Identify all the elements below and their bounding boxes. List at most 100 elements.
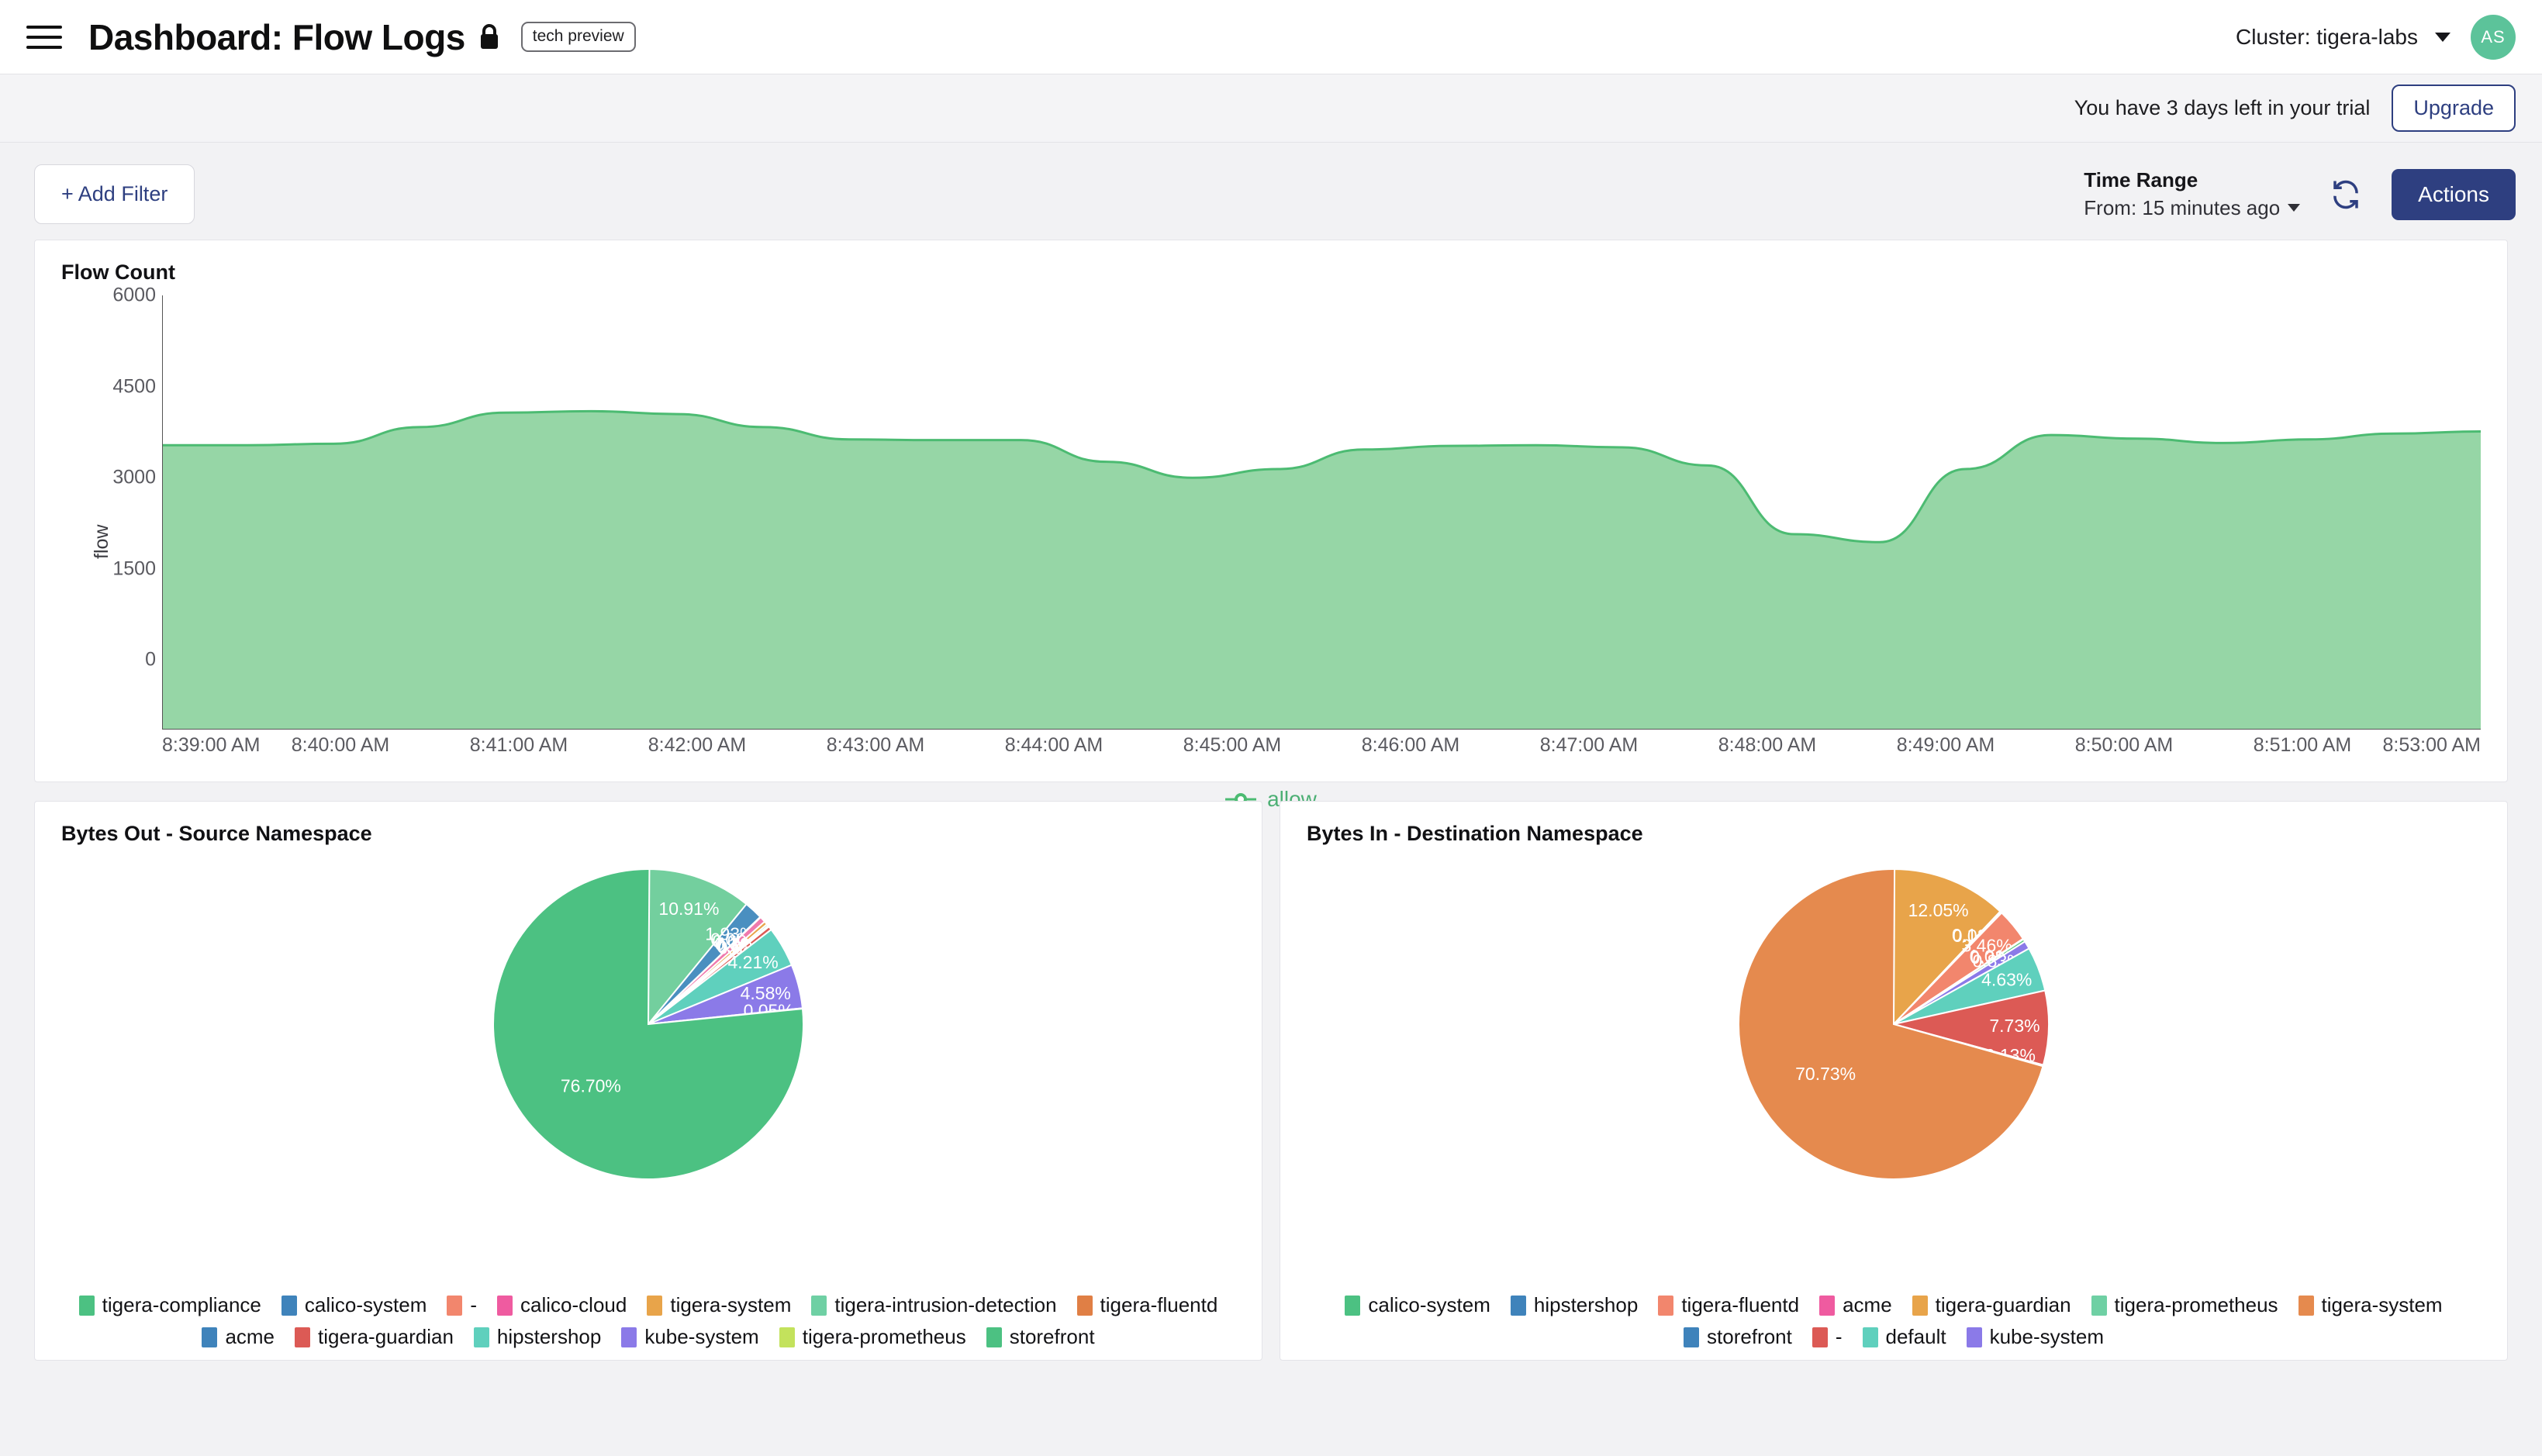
- y-axis-tick: 0: [145, 648, 156, 671]
- x-axis-tick: 8:40:00 AM: [291, 734, 390, 756]
- x-axis-tick: 8:50:00 AM: [2074, 734, 2174, 756]
- legend-item[interactable]: -: [447, 1293, 477, 1317]
- time-range-value: From: 15 minutes ago: [2084, 195, 2281, 219]
- add-filter-button[interactable]: + Add Filter: [34, 164, 195, 224]
- legend-item[interactable]: tigera-intrusion-detection: [811, 1293, 1057, 1317]
- legend-item[interactable]: tigera-prometheus: [2091, 1293, 2278, 1317]
- x-axis-tick: 8:49:00 AM: [1896, 734, 1995, 756]
- bytes-in-card: Bytes In - Destination Namespace 12.05% 0…: [1280, 801, 2508, 1361]
- legend-item[interactable]: default: [1862, 1325, 1946, 1349]
- legend-swatch: [78, 1295, 95, 1316]
- pie-slice[interactable]: [492, 868, 804, 1180]
- legend-item[interactable]: tigera-fluentd: [1658, 1293, 1799, 1317]
- cluster-selector[interactable]: Cluster: tigera-labs: [2236, 25, 2450, 50]
- pie-slice-label: 76.70%: [561, 1075, 621, 1095]
- legend-item-label: tigera-system: [2321, 1293, 2443, 1316]
- pie-cards-row: Bytes Out - Source Namespace 10.91% 1.93%…: [34, 801, 2508, 1361]
- refresh-icon[interactable]: [2330, 178, 2362, 211]
- legend-item-label: tigera-prometheus: [2114, 1293, 2278, 1316]
- legend-item[interactable]: tigera-compliance: [78, 1293, 261, 1317]
- legend-item[interactable]: tigera-system: [647, 1293, 791, 1317]
- chevron-down-icon: [2435, 32, 2450, 42]
- legend-item-label: default: [1885, 1325, 1946, 1348]
- pie-slice-label: 4.63%: [1981, 969, 2032, 989]
- legend-item-label: tigera-guardian: [318, 1325, 454, 1348]
- y-axis-tick: 1500: [112, 557, 156, 579]
- x-axis-tick: 8:46:00 AM: [1361, 734, 1460, 756]
- x-axis-ticks: 8:39:00 AM 8:40:00 AM 8:41:00 AM 8:42:00 AM…: [162, 734, 2481, 765]
- area-series-allow: [162, 295, 2481, 730]
- legend-item[interactable]: tigera-system: [2298, 1293, 2443, 1317]
- time-range-label: Time Range: [2084, 168, 2198, 192]
- legend-item[interactable]: -: [1812, 1325, 1843, 1349]
- bytes-out-legend: tigera-compliance calico-system - calico-cl…: [54, 1293, 1243, 1349]
- legend-swatch: [1812, 1327, 1828, 1347]
- legend-item[interactable]: acme: [1819, 1293, 1892, 1317]
- lock-icon: [479, 23, 499, 50]
- app-header: Dashboard: Flow Logs tech preview Cluste…: [0, 0, 2542, 74]
- legend-item-label: tigera-fluentd: [1100, 1293, 1218, 1316]
- legend-swatch: [1510, 1295, 1526, 1316]
- hamburger-menu-icon[interactable]: [26, 22, 62, 53]
- pie-slice-label: 70.73%: [1795, 1064, 1856, 1084]
- page-title: Dashboard: Flow Logs: [88, 16, 465, 57]
- toolbar-right-group: Time Range From: 15 minutes ago Actions: [2084, 167, 2516, 221]
- y-axis-tick: 6000: [112, 284, 156, 306]
- legend-swatch: [986, 1327, 1002, 1347]
- legend-swatch: [1076, 1295, 1093, 1316]
- legend-swatch: [295, 1327, 311, 1347]
- legend-item-label: tigera-fluentd: [1681, 1293, 1800, 1316]
- legend-item[interactable]: kube-system: [1966, 1325, 2104, 1349]
- legend-item[interactable]: calico-cloud: [497, 1293, 627, 1317]
- bytes-out-title: Bytes Out - Source Namespace: [61, 822, 372, 845]
- pie-slice-label: 7.73%: [1989, 1016, 2039, 1036]
- legend-item[interactable]: hipstershop: [473, 1325, 601, 1349]
- legend-swatch: [1966, 1327, 1982, 1347]
- legend-item[interactable]: acme: [202, 1325, 275, 1349]
- legend-item[interactable]: tigera-guardian: [295, 1325, 454, 1349]
- legend-swatch: [473, 1327, 489, 1347]
- bytes-in-legend: calico-system hipstershop tigera-fluentd ac…: [1299, 1293, 2488, 1349]
- legend-item[interactable]: storefront: [986, 1325, 1095, 1349]
- legend-swatch: [202, 1327, 218, 1347]
- legend-item[interactable]: storefront: [1684, 1325, 1792, 1349]
- pie-slice[interactable]: [648, 868, 748, 1026]
- x-axis-tick: 8:44:00 AM: [1004, 734, 1103, 756]
- legend-item[interactable]: calico-system: [281, 1293, 427, 1317]
- legend-item[interactable]: tigera-guardian: [1912, 1293, 2071, 1317]
- legend-item-label: calico-system: [304, 1293, 427, 1316]
- flow-count-chart: 0 1500 3000 4500 6000 flow 8:39:00 AM 8:40:00…: [61, 285, 2481, 756]
- legend-item-label: acme: [1843, 1293, 1892, 1316]
- legend-item-label: hipstershop: [1533, 1293, 1639, 1316]
- pie-slice[interactable]: [1893, 989, 2050, 1066]
- avatar[interactable]: AS: [2471, 14, 2516, 60]
- legend-item[interactable]: calico-system: [1345, 1293, 1490, 1317]
- legend-swatch: [1912, 1295, 1928, 1316]
- legend-swatch: [2091, 1295, 2107, 1316]
- legend-item-label: storefront: [1707, 1325, 1792, 1348]
- time-range-value-row[interactable]: From: 15 minutes ago: [2084, 195, 2301, 222]
- legend-swatch: [2298, 1295, 2314, 1316]
- x-axis-tick: 8:53:00 AM: [2382, 734, 2481, 756]
- bytes-in-pie: 12.05% 0.14% 0.03% 3.46% 0.01% 0.28% 0.83% 4.63…: [1307, 861, 2481, 1187]
- pie-slice-label: 10.91%: [658, 899, 719, 919]
- legend-item-label: kube-system: [644, 1325, 759, 1348]
- upgrade-button[interactable]: Upgrade: [2392, 85, 2516, 132]
- trial-message: You have 3 days left in your trial: [2074, 96, 2371, 119]
- time-range-control[interactable]: Time Range From: 15 minutes ago: [2084, 167, 2301, 222]
- legend-item[interactable]: kube-system: [621, 1325, 759, 1349]
- pie-slice[interactable]: [1738, 868, 2044, 1180]
- y-axis-tick: 3000: [112, 466, 156, 488]
- actions-button[interactable]: Actions: [2392, 168, 2516, 220]
- bytes-in-title: Bytes In - Destination Namespace: [1307, 822, 1643, 845]
- x-axis-tick: 8:47:00 AM: [1539, 734, 1639, 756]
- legend-item[interactable]: hipstershop: [1510, 1293, 1639, 1317]
- legend-item[interactable]: tigera-prometheus: [779, 1325, 966, 1349]
- toolbar: + Add Filter Time Range From: 15 minutes…: [0, 143, 2542, 240]
- pie-slice[interactable]: [1893, 868, 2001, 1026]
- legend-item[interactable]: tigera-fluentd: [1076, 1293, 1218, 1317]
- legend-item-label: calico-cloud: [520, 1293, 627, 1316]
- legend-swatch: [1658, 1295, 1674, 1316]
- legend-item-label: calico-system: [1368, 1293, 1490, 1316]
- x-axis-tick: 8:51:00 AM: [2253, 734, 2352, 756]
